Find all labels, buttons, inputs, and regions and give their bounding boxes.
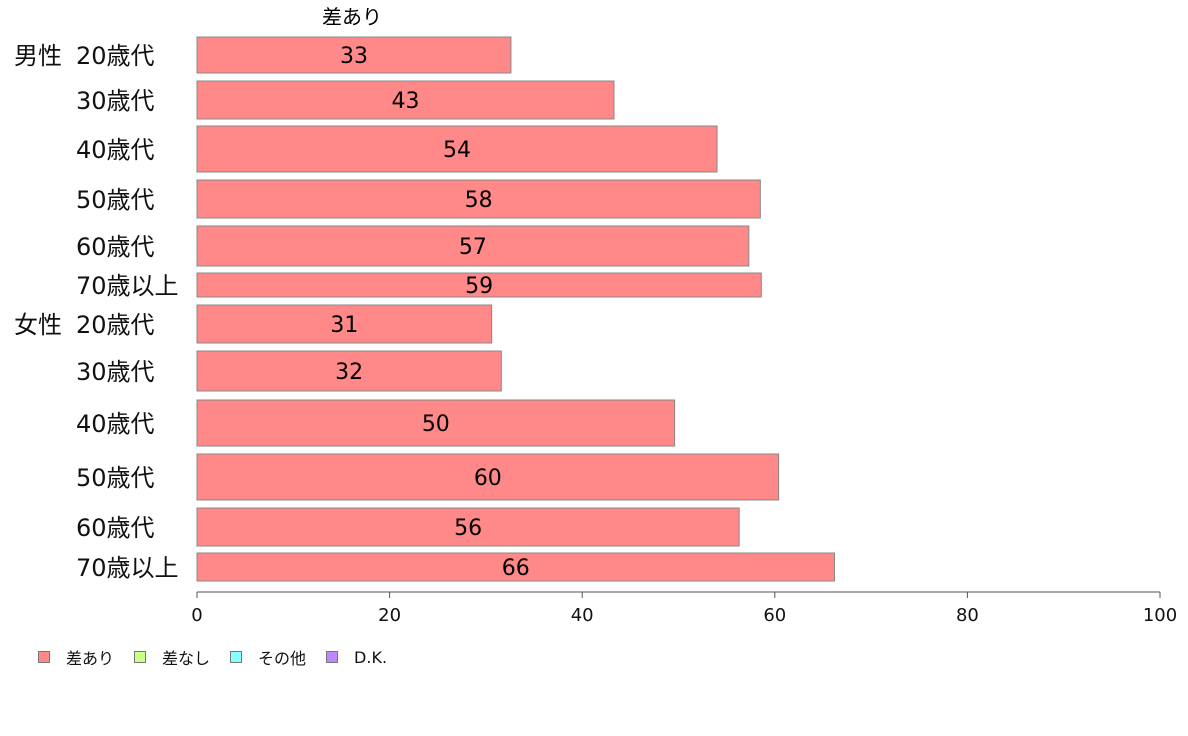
bar-7 <box>196 350 502 392</box>
category-label-3: 50歳代 <box>76 186 155 214</box>
category-label-10: 60歳代 <box>76 514 155 542</box>
category-label-4: 60歳代 <box>76 233 155 261</box>
legend: 差あり 差なし その他 D.K. <box>38 645 407 669</box>
bar-9 <box>196 453 780 501</box>
bar-value-label-6: 31 <box>330 313 358 338</box>
group-label-0: 男性 <box>14 42 62 70</box>
category-label-8: 40歳代 <box>76 410 155 438</box>
x-tick-label-0: 0 <box>191 605 202 626</box>
group-label-1: 女性 <box>14 311 62 339</box>
category-label-1: 30歳代 <box>76 87 155 115</box>
bar-value-label-10: 56 <box>454 516 482 541</box>
category-label-0: 20歳代 <box>76 42 155 70</box>
category-label-5: 70歳以上 <box>76 272 179 300</box>
bar-4 <box>196 225 750 267</box>
legend-swatch <box>134 651 147 663</box>
bar-value-label-11: 66 <box>502 556 530 581</box>
bar-0 <box>196 36 512 74</box>
category-label-6: 20歳代 <box>76 311 155 339</box>
legend-item-0[interactable]: 差あり <box>38 645 114 669</box>
bar-value-label-9: 60 <box>474 466 502 491</box>
legend-label: 差なし <box>162 649 211 668</box>
bar-1 <box>196 80 615 120</box>
bar-8 <box>196 399 676 447</box>
x-tick-label-4: 80 <box>956 605 979 626</box>
category-label-11: 70歳以上 <box>76 554 179 582</box>
bar-2 <box>196 125 718 173</box>
x-tick-label-2: 40 <box>571 605 594 626</box>
legend-item-3[interactable]: D.K. <box>326 648 387 667</box>
bar-10 <box>196 507 740 547</box>
bar-3 <box>196 179 761 219</box>
bars-layer: 33 43 54 58 57 59 31 32 50 60 56 66 <box>196 36 836 582</box>
category-labels: 20歳代 30歳代 40歳代 50歳代 60歳代 70歳以上 20歳代 30歳代 40歳代 50歳… <box>14 42 179 582</box>
legend-label: その他 <box>258 649 307 668</box>
bar-value-label-4: 57 <box>459 235 487 260</box>
x-tick-label-1: 20 <box>378 605 401 626</box>
legend-label: D.K. <box>354 647 388 667</box>
category-label-9: 50歳代 <box>76 464 155 492</box>
bar-value-label-2: 54 <box>443 138 471 163</box>
legend-label: 差あり <box>66 649 115 668</box>
x-axis: 0 20 40 60 80 100 <box>191 591 1177 626</box>
bar-value-label-3: 58 <box>465 188 493 213</box>
legend-swatch <box>38 651 50 663</box>
bar-value-label-1: 43 <box>391 89 419 114</box>
bar-value-label-0: 33 <box>340 44 368 69</box>
bar-5 <box>196 272 762 298</box>
category-label-7: 30歳代 <box>76 358 155 386</box>
bar-value-label-7: 32 <box>335 360 363 385</box>
category-label-2: 40歳代 <box>76 136 155 164</box>
bar-11 <box>196 552 836 582</box>
legend-swatch <box>326 651 339 663</box>
x-tick-label-5: 100 <box>1143 605 1177 626</box>
bar-value-label-8: 50 <box>422 412 450 437</box>
legend-item-1[interactable]: 差なし <box>134 645 210 669</box>
bar-chart: 差あり 33 43 54 58 57 59 31 32 50 60 56 66 20歳代 30歳代 40歳… <box>14 5 1177 626</box>
bar-value-label-5: 59 <box>465 274 493 299</box>
series-caption: 差あり <box>322 5 382 29</box>
legend-swatch <box>230 651 243 663</box>
legend-item-2[interactable]: その他 <box>230 645 306 669</box>
bar-6 <box>196 304 493 344</box>
x-tick-label-3: 60 <box>763 605 786 626</box>
